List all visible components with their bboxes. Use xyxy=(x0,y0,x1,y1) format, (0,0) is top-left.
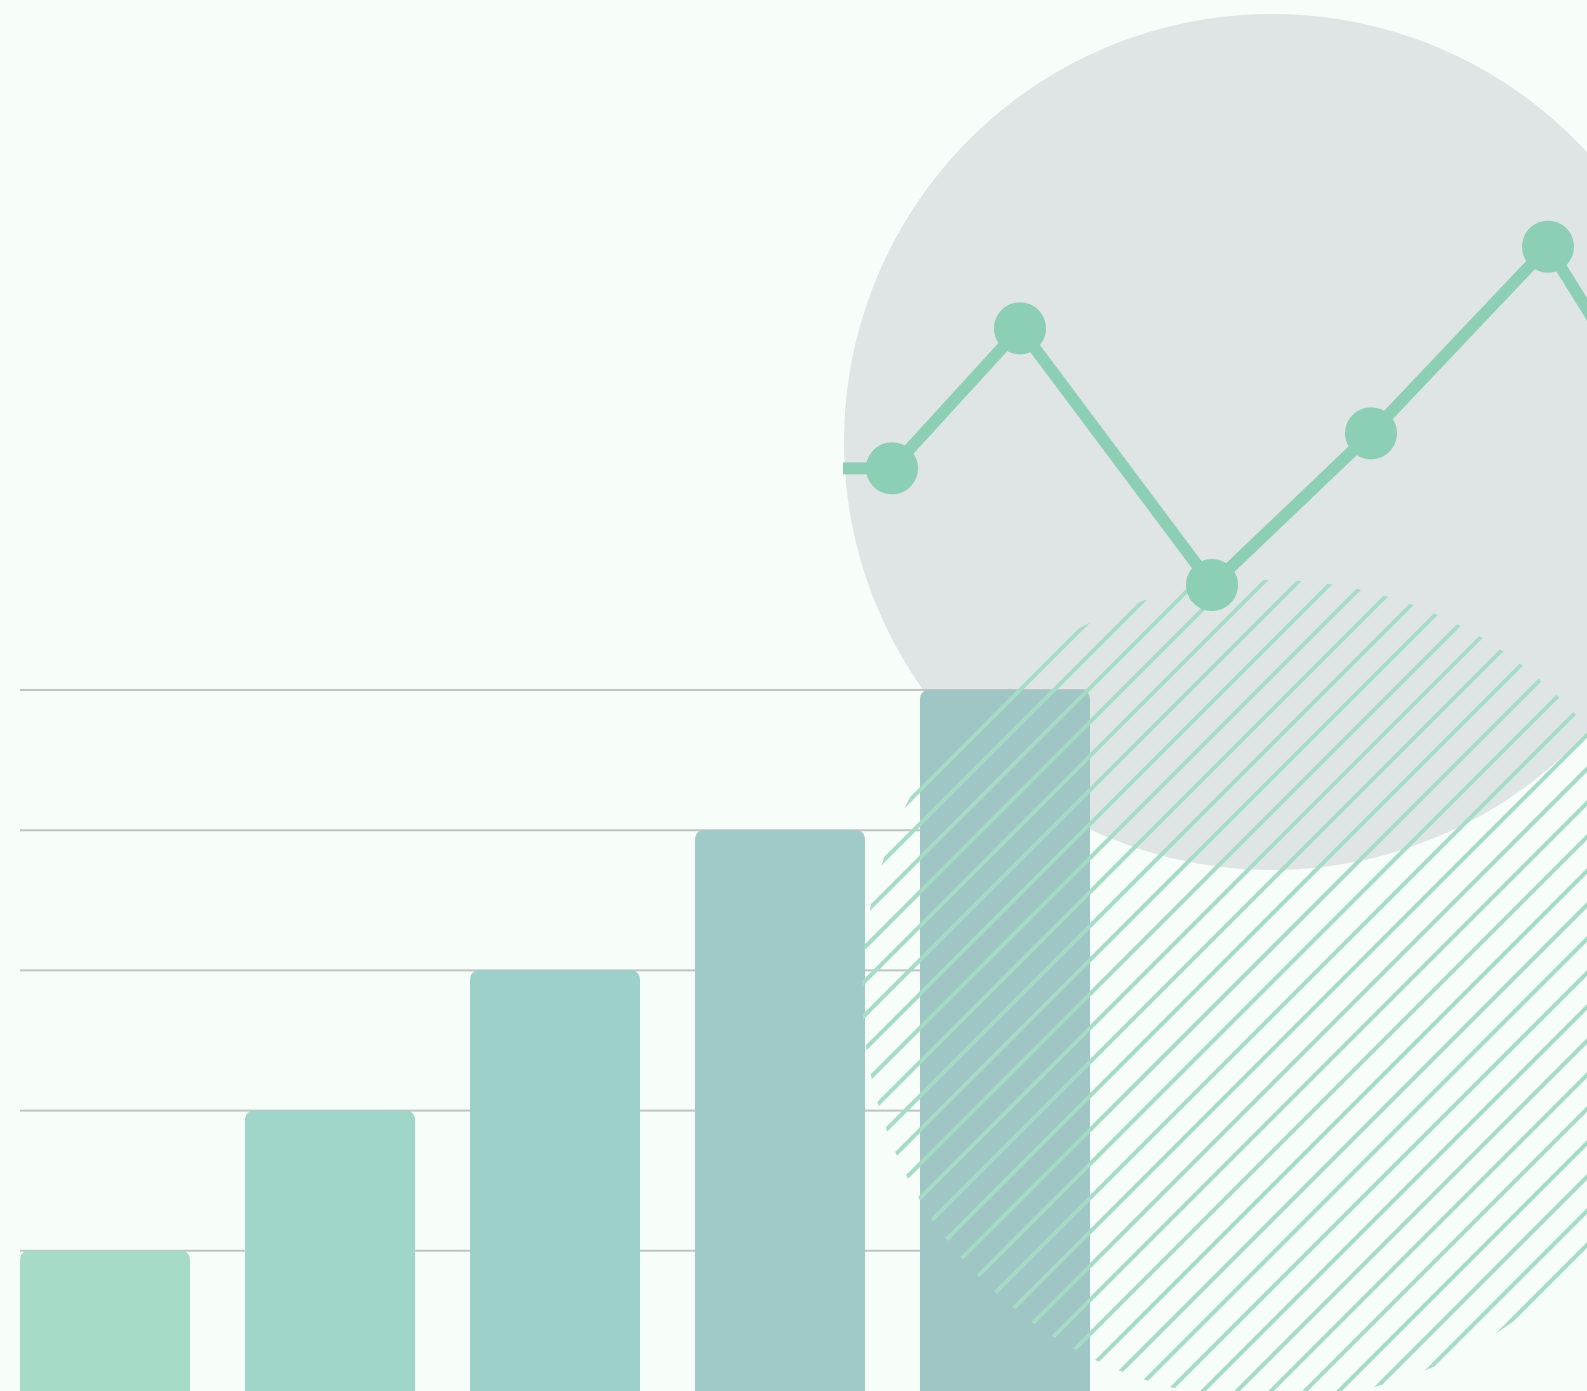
hatch-line xyxy=(862,580,1280,1391)
bar-4 xyxy=(695,830,865,1391)
hatch-line xyxy=(862,580,1348,1391)
hatch-line xyxy=(862,580,1587,1391)
hatch-line xyxy=(862,580,1552,1391)
hatch-pattern xyxy=(862,580,1587,1391)
hatch-line xyxy=(988,580,1587,1391)
hatch-line xyxy=(1090,580,1587,1391)
background-circle xyxy=(844,14,1587,870)
hatch-line xyxy=(862,580,1314,1391)
hatch-line xyxy=(862,580,1382,1391)
hatch-line xyxy=(1430,580,1587,1391)
hatch-line xyxy=(886,580,1587,1391)
hatch-line xyxy=(1328,580,1587,1391)
bar-5 xyxy=(920,690,1090,1391)
bar-series xyxy=(20,690,1090,1391)
bar-1 xyxy=(20,1250,190,1391)
line-point-3 xyxy=(1186,559,1238,611)
hatch-line xyxy=(954,580,1587,1391)
bar-3 xyxy=(470,970,640,1391)
bar-2 xyxy=(245,1110,415,1391)
line-point-4 xyxy=(1345,407,1397,460)
line-point-1 xyxy=(866,442,918,495)
hatch-line xyxy=(1056,580,1587,1391)
hatch-line xyxy=(1396,580,1587,1391)
background-circle-shape xyxy=(844,14,1587,870)
hatch-line xyxy=(1362,580,1587,1391)
line-point-2 xyxy=(994,302,1046,355)
hatch-line xyxy=(1294,580,1587,1391)
hatch-line xyxy=(1022,580,1587,1391)
line-point-5 xyxy=(1522,220,1574,273)
hatch-line xyxy=(920,580,1587,1391)
hatch-line xyxy=(862,580,1416,1391)
hatch-line xyxy=(862,580,1586,1391)
hatch-line xyxy=(862,580,1484,1391)
hatch-line xyxy=(862,580,1212,1391)
hatch-line xyxy=(1158,580,1587,1391)
hatch-line xyxy=(862,580,1450,1391)
hatch-line xyxy=(1226,580,1587,1391)
hatch-line xyxy=(862,580,1518,1391)
line-series xyxy=(843,220,1587,611)
hatch-line xyxy=(1260,580,1587,1391)
hatch-line xyxy=(1124,580,1587,1391)
hatch-line xyxy=(1192,580,1587,1391)
hatch-line xyxy=(862,580,1246,1391)
